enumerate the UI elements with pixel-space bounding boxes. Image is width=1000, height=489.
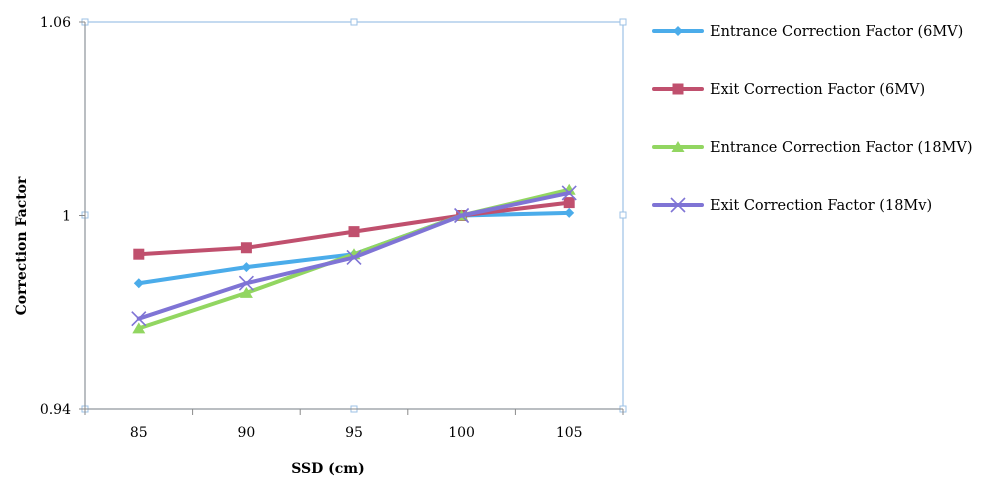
data-point [561,185,577,201]
data-point [346,249,362,265]
x-axis-title: SSD (cm) [291,461,365,477]
frame-handle [619,18,627,26]
x-tick-label: 100 [448,425,475,441]
x-tick-label: 90 [237,425,255,441]
series-1 [133,207,575,289]
series-layer [131,183,577,334]
y-tick-label: 0.94 [40,402,71,418]
legend-label: Exit Correction Factor (18Mv) [710,198,932,214]
legend-entry: Entrance Correction Factor (18MV) [652,140,973,156]
y-tick-marks [79,21,85,410]
data-point [454,207,470,224]
data-point [563,197,575,209]
x-tick-labels: 85 90 95 100 105 [130,425,583,441]
data-point [671,141,685,152]
data-point [132,322,146,334]
y-tick-label: 1.06 [40,15,71,31]
data-point-stroke [561,185,577,201]
data-point [670,197,686,213]
data-point [673,26,683,36]
data-point-stroke [454,207,470,224]
data-point [133,248,145,260]
legend: Entrance Correction Factor (6MV) Exit Cor… [652,24,973,214]
x-tick-label: 105 [556,425,583,441]
legend-label: Exit Correction Factor (6MV) [710,82,925,98]
data-point [240,242,252,254]
legend-entry: Exit Correction Factor (6MV) [652,82,925,98]
y-tick-label: 1 [62,209,71,225]
legend-entry: Entrance Correction Factor (6MV) [652,24,963,40]
x-tick-label: 85 [130,425,148,441]
frame-handle [350,18,358,26]
data-point [672,83,684,95]
legend-label: Entrance Correction Factor (6MV) [710,24,963,40]
data-point-stroke [131,311,147,327]
data-point [348,226,360,238]
data-point [241,262,252,273]
data-point-stroke [238,275,254,291]
frame-handle [619,211,627,219]
data-point [131,311,147,327]
y-axis-title: Correction Factor [14,176,30,315]
x-tick-marks [84,409,624,415]
x-tick-label: 95 [345,425,363,441]
data-point-stroke [346,249,362,265]
data-point [564,207,575,218]
y-tick-labels: 0.94 1 1.06 [40,15,71,418]
legend-label: Entrance Correction Factor (18MV) [710,140,973,156]
data-point [133,278,144,289]
series-4 [131,185,577,327]
data-point [238,275,254,291]
series-line [136,210,572,286]
legend-entry: Exit Correction Factor (18Mv) [652,197,932,214]
data-point [239,286,253,298]
data-point-stroke [670,197,686,213]
